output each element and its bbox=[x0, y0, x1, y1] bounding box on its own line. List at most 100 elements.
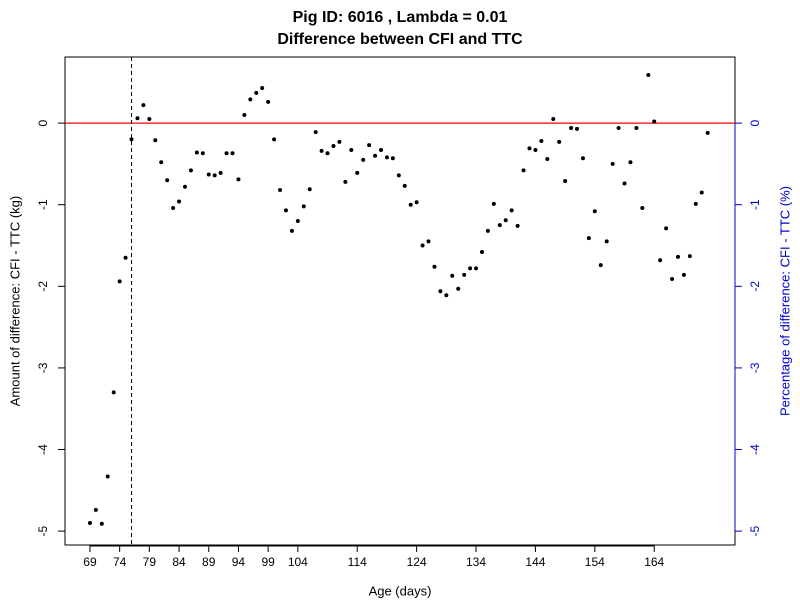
data-point bbox=[343, 179, 348, 184]
data-point bbox=[206, 172, 211, 177]
x-tick-label: 114 bbox=[348, 555, 367, 569]
data-point bbox=[331, 143, 336, 148]
data-point bbox=[456, 286, 461, 291]
data-point bbox=[634, 125, 639, 130]
data-point bbox=[557, 139, 562, 144]
data-point bbox=[87, 520, 92, 525]
data-point bbox=[705, 130, 710, 135]
data-point bbox=[515, 223, 520, 228]
data-point bbox=[194, 150, 199, 155]
data-point bbox=[545, 157, 550, 162]
data-point bbox=[129, 137, 134, 142]
data-point bbox=[598, 263, 603, 268]
data-point bbox=[420, 243, 425, 248]
data-point bbox=[497, 223, 502, 228]
data-point bbox=[432, 264, 437, 269]
data-point bbox=[123, 255, 128, 260]
data-point bbox=[111, 390, 116, 395]
data-point bbox=[390, 156, 395, 161]
data-point bbox=[664, 226, 669, 231]
data-point bbox=[230, 151, 235, 156]
x-tick-label: 164 bbox=[644, 555, 664, 569]
x-tick-label: 84 bbox=[172, 555, 186, 569]
data-point bbox=[218, 170, 223, 175]
data-point bbox=[670, 276, 675, 281]
data-point bbox=[177, 199, 182, 204]
x-axis-label: Age (days) bbox=[369, 583, 432, 598]
data-point bbox=[563, 179, 568, 184]
data-point bbox=[575, 126, 580, 131]
data-point bbox=[646, 72, 651, 77]
x-tick-label: 134 bbox=[466, 555, 486, 569]
data-point bbox=[503, 218, 508, 223]
data-point bbox=[509, 208, 514, 213]
y2-tick-label: -2 bbox=[748, 281, 762, 292]
data-point bbox=[628, 160, 633, 165]
data-point bbox=[307, 187, 312, 192]
y2-tick-label: 0 bbox=[748, 119, 762, 126]
data-point bbox=[278, 188, 283, 193]
data-point bbox=[272, 137, 277, 142]
chart-subtitle: Difference between CFI and TTC bbox=[277, 31, 523, 48]
data-point bbox=[153, 138, 158, 143]
data-point bbox=[135, 116, 140, 121]
data-point bbox=[236, 177, 241, 182]
data-point bbox=[337, 139, 342, 144]
data-point bbox=[622, 181, 627, 186]
data-point bbox=[533, 148, 538, 153]
data-point bbox=[408, 202, 413, 207]
data-point bbox=[462, 272, 467, 277]
data-point bbox=[384, 155, 389, 160]
y2-tick-label: -3 bbox=[748, 362, 762, 373]
y-tick-label: -2 bbox=[36, 281, 50, 292]
data-point bbox=[224, 151, 229, 156]
data-point bbox=[141, 103, 146, 108]
data-point bbox=[527, 146, 532, 151]
data-point bbox=[569, 125, 574, 130]
chart-title: Pig ID: 6016 , Lambda = 0.01 bbox=[293, 9, 508, 26]
data-point bbox=[165, 178, 170, 183]
data-point bbox=[254, 90, 259, 95]
x-tick-label: 104 bbox=[288, 555, 308, 569]
data-point bbox=[604, 239, 609, 244]
data-point bbox=[438, 289, 443, 294]
data-point bbox=[171, 205, 176, 210]
data-point bbox=[610, 161, 615, 166]
data-point bbox=[551, 117, 556, 122]
data-point bbox=[349, 148, 354, 153]
data-point bbox=[200, 151, 205, 156]
data-point bbox=[426, 239, 431, 244]
x-tick-label: 154 bbox=[585, 555, 605, 569]
data-point bbox=[325, 151, 330, 156]
y-tick-label: -3 bbox=[36, 362, 50, 373]
data-point bbox=[586, 236, 591, 241]
data-point bbox=[444, 293, 449, 298]
x-tick-label: 69 bbox=[83, 555, 97, 569]
y-tick-label: -5 bbox=[36, 525, 50, 536]
y2-axis-label: Percentage of difference: CFI - TTC (%) bbox=[777, 186, 792, 416]
data-point bbox=[295, 219, 300, 224]
data-point bbox=[361, 157, 366, 162]
x-tick-label: 124 bbox=[407, 555, 427, 569]
y2-tick-label: -5 bbox=[748, 525, 762, 536]
data-point bbox=[242, 112, 247, 117]
data-point bbox=[182, 184, 187, 189]
x-tick-label: 79 bbox=[143, 555, 157, 569]
x-tick-label: 74 bbox=[113, 555, 127, 569]
y-tick-label: 0 bbox=[36, 119, 50, 126]
plot-box bbox=[64, 56, 736, 546]
data-point bbox=[402, 183, 407, 188]
data-point bbox=[474, 266, 479, 271]
y-tick-label: -1 bbox=[36, 199, 50, 210]
data-point bbox=[159, 160, 164, 165]
data-point bbox=[147, 117, 152, 122]
data-point bbox=[117, 279, 122, 284]
y2-tick-label: -1 bbox=[748, 199, 762, 210]
data-point bbox=[93, 507, 98, 512]
data-point bbox=[675, 254, 680, 259]
y-tick-label: -4 bbox=[36, 444, 50, 455]
data-point bbox=[367, 143, 372, 148]
data-point bbox=[693, 201, 698, 206]
data-point bbox=[248, 97, 253, 102]
data-point bbox=[468, 266, 473, 271]
